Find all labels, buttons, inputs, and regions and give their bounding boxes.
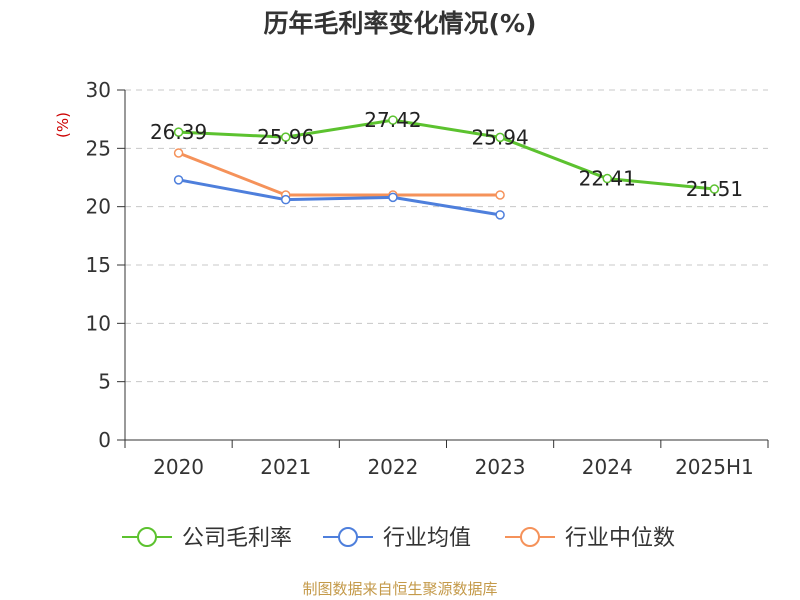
data-point [173, 127, 184, 137]
y-tick-label: 0 [98, 428, 111, 452]
y-tick-label: 20 [86, 195, 111, 219]
legend-marker [338, 527, 358, 547]
data-point [495, 132, 505, 143]
data-label: 25.96 [257, 125, 314, 149]
legend-marker [137, 527, 157, 547]
data-label: 26.39 [150, 120, 207, 144]
legend-label: 行业均值 [383, 526, 471, 551]
data-label: 25.94 [471, 125, 528, 149]
y-axis-unit: (%) [54, 112, 72, 138]
x-tick-label: 2023 [475, 455, 526, 479]
x-tick-label: 2022 [367, 455, 418, 479]
data-point [495, 210, 505, 220]
axis-layer: 0 5 10 15 20 25 30 2020 2021 2022 2023 2024 2025H1 (%… [54, 78, 769, 479]
legend-marker [520, 527, 540, 547]
data-point [388, 192, 398, 203]
x-tick-label: 2024 [582, 455, 633, 479]
data-point [173, 175, 184, 185]
data-label-layer: 26.39 25.96 27.42 25.94 22.41 21.51 [150, 108, 743, 201]
data-label: 27.42 [364, 108, 421, 132]
y-tick-label: 30 [86, 78, 111, 102]
y-tick-label: 10 [86, 311, 111, 335]
data-point [602, 173, 612, 184]
legend-label: 公司毛利率 [182, 526, 292, 551]
source-note: 制图数据来自恒生聚源数据库 [302, 580, 498, 598]
data-label: 21.51 [686, 177, 743, 201]
data-point [388, 115, 398, 125]
data-point [281, 194, 291, 205]
chart-title: 历年毛利率变化情况(%) [263, 9, 537, 38]
series-layer [173, 115, 720, 220]
legend-label: 行业中位数 [565, 526, 675, 551]
legend: 公司毛利率 行业均值 行业中位数 [122, 526, 675, 551]
x-tick-label: 2025H1 [675, 455, 754, 479]
data-point [281, 132, 291, 142]
series-line [178, 118, 715, 191]
y-tick-label: 5 [98, 370, 111, 394]
x-tick-label: 2021 [260, 455, 311, 479]
y-tick-label: 15 [86, 253, 111, 277]
series-line [178, 178, 501, 217]
data-point [709, 184, 720, 194]
data-point [495, 190, 505, 200]
data-label: 22.41 [579, 167, 636, 191]
series-line [178, 151, 501, 197]
x-tick-label: 2020 [153, 455, 204, 479]
data-point [173, 148, 184, 158]
y-tick-label: 25 [86, 136, 111, 160]
